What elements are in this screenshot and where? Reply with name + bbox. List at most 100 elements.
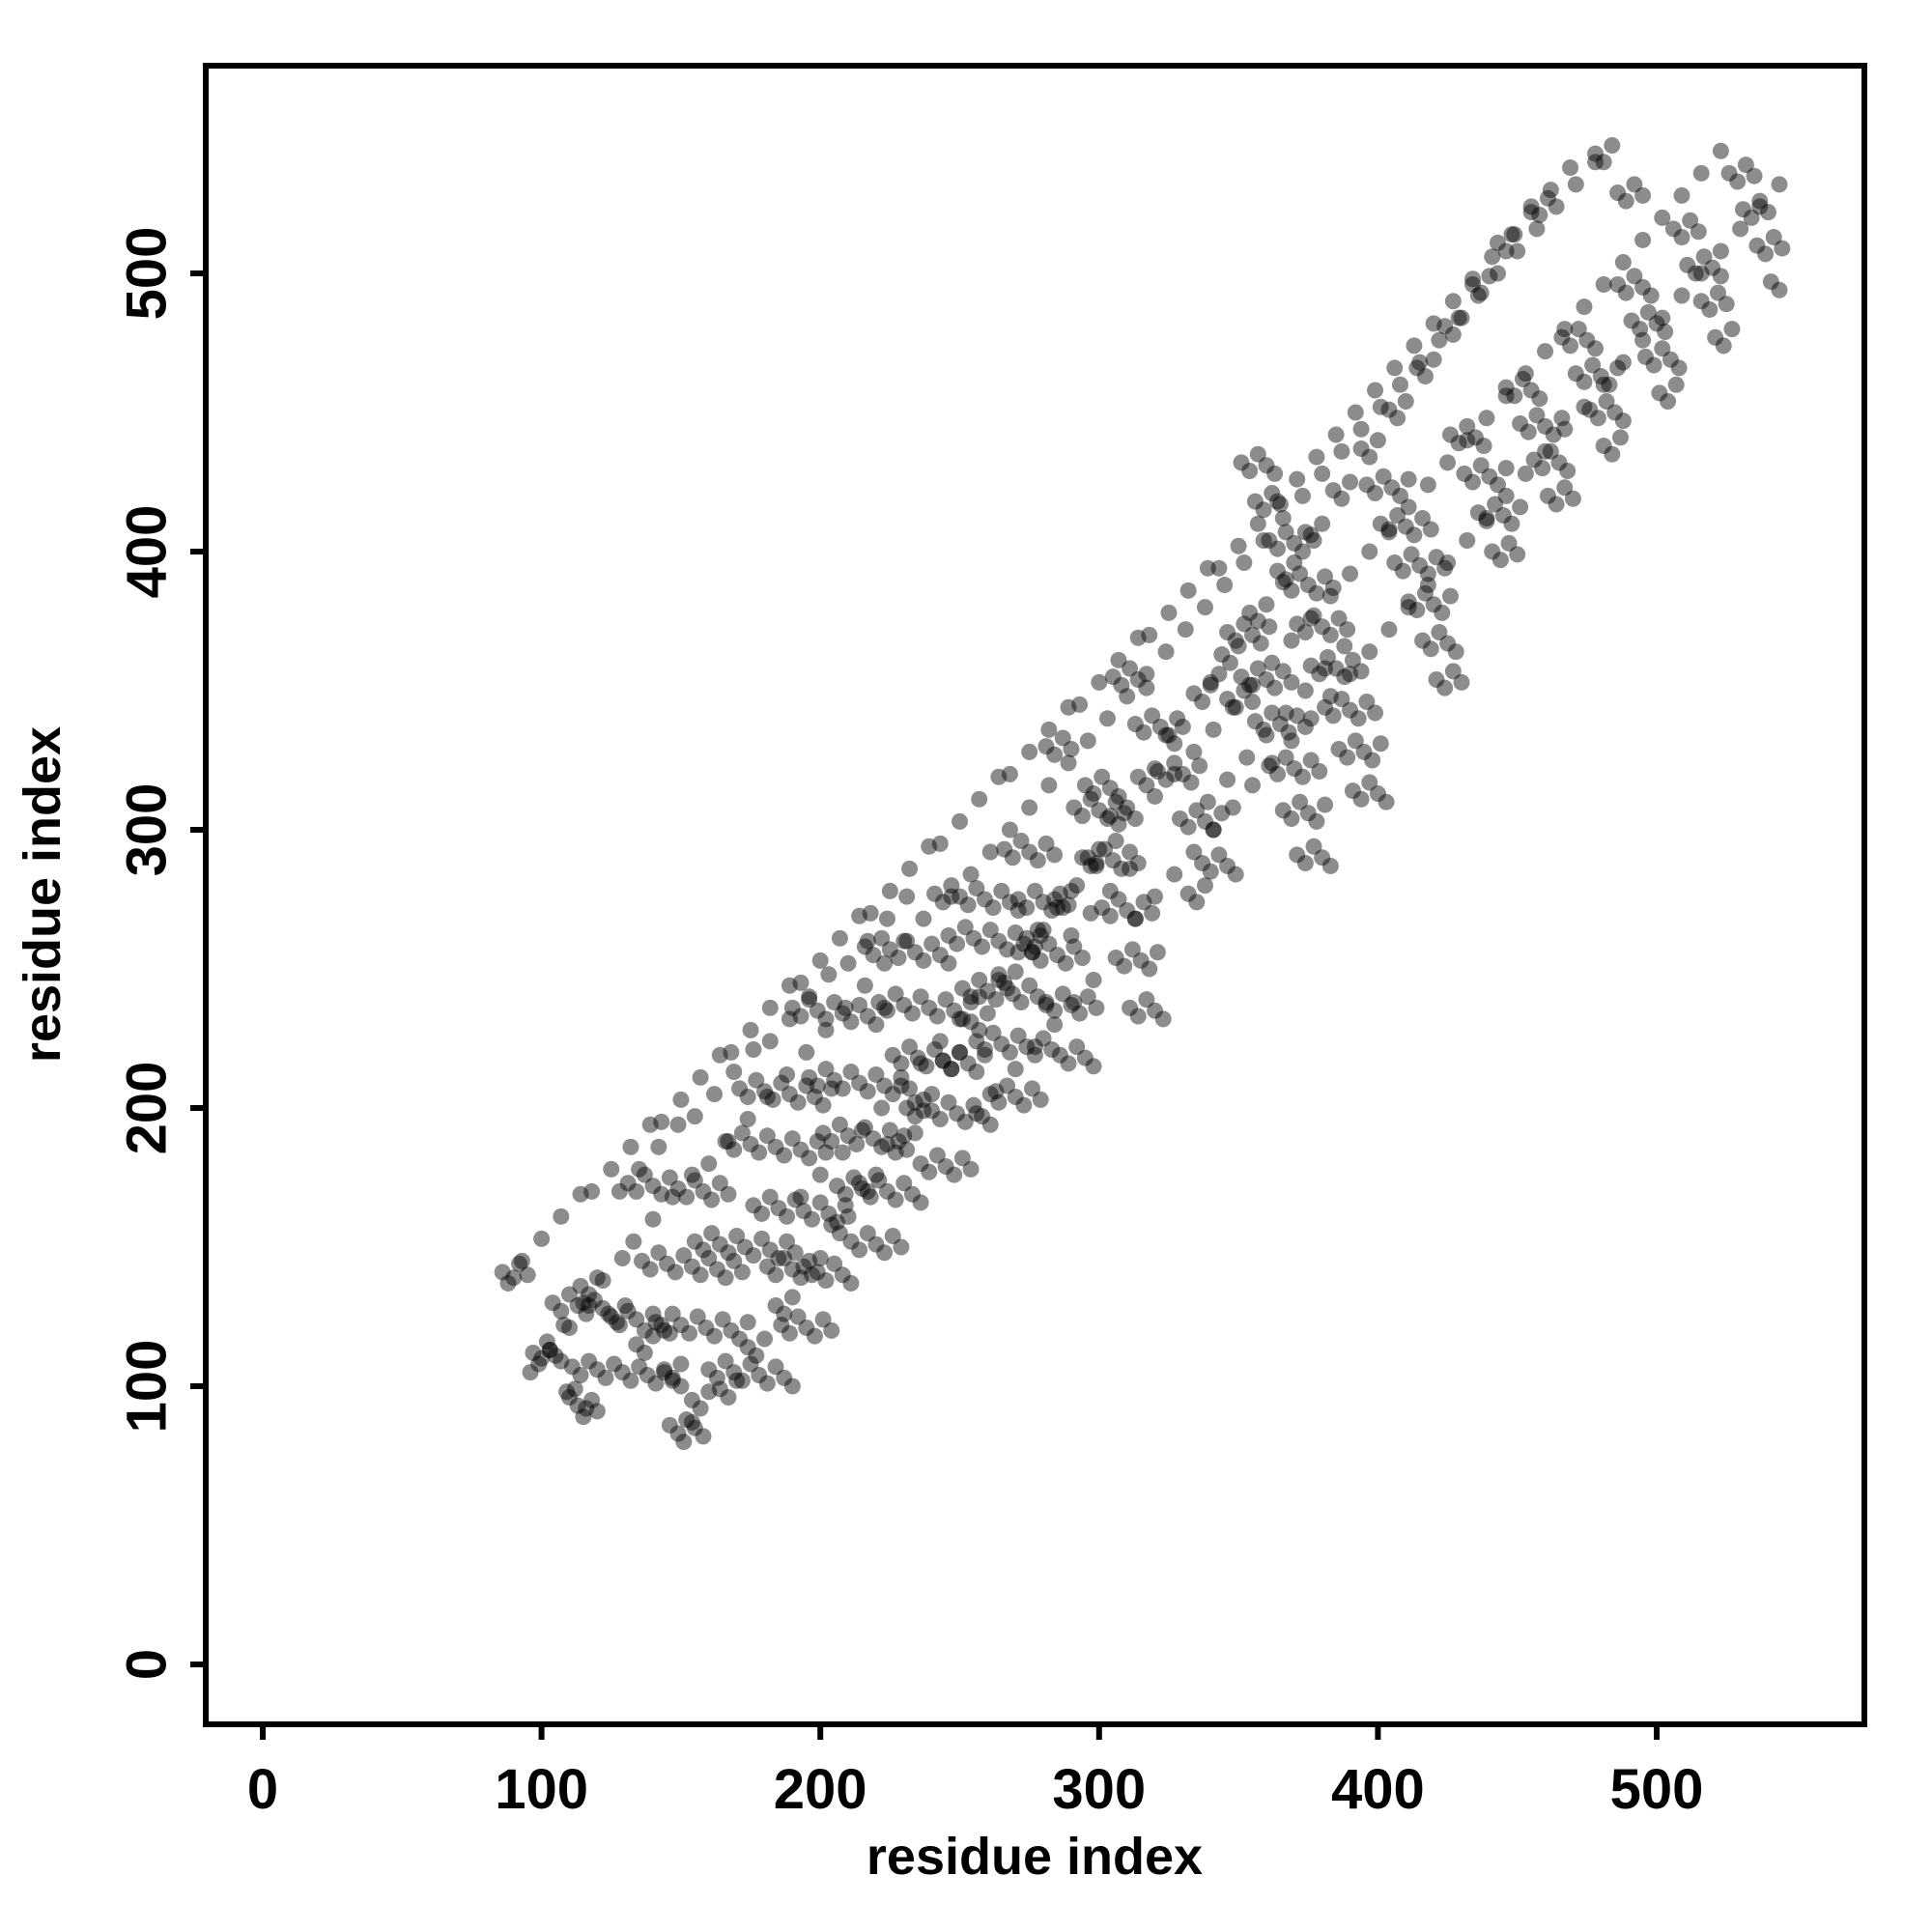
scatter-point [644,1178,662,1195]
scatter-point [1283,632,1300,649]
scatter-point [1342,666,1359,683]
scatter-point [1692,164,1710,182]
scatter-point [1604,137,1621,155]
scatter-point [1021,743,1038,760]
scatter-point [898,888,916,905]
scatter-point [1712,242,1729,260]
scatter-point [1305,838,1322,855]
scatter-point [962,1013,980,1031]
scatter-point [1472,457,1490,474]
scatter-point [1311,763,1328,781]
scatter-point [1634,231,1652,248]
scatter-point [1729,173,1747,190]
scatter-point [1035,894,1052,911]
scatter-point [834,1266,851,1284]
scatter-point [644,1305,662,1322]
scatter-point [711,1380,728,1398]
scatter-point [1664,220,1682,238]
scatter-point [1456,465,1473,482]
scatter-point [1539,189,1556,207]
scatter-point [755,1330,773,1348]
scatter-point [895,1127,913,1145]
scatter-point [675,1434,693,1451]
scatter-point [639,1366,656,1383]
scatter-point [1416,368,1434,385]
scatter-point [672,1091,690,1108]
scatter-point [1166,765,1183,782]
scatter-point [851,1074,868,1092]
scatter-point [859,1083,876,1100]
scatter-point [1537,343,1554,360]
scatter-point [1258,726,1275,744]
scatter-point [1416,584,1434,602]
scatter-point [600,1305,617,1322]
scatter-point [1542,182,1559,199]
scatter-point [881,941,898,958]
scatter-point [1378,793,1395,810]
scatter-point [1269,562,1286,580]
scatter-point [809,1077,826,1094]
scatter-point [1537,417,1554,435]
scatter-point [761,1033,779,1050]
scatter-point [692,1266,709,1284]
scatter-point [1534,460,1551,477]
scatter-point [1258,596,1275,613]
scatter-point [952,812,968,830]
scatter-point [748,1071,765,1089]
scatter-point [1230,537,1247,554]
scatter-point [1154,1010,1172,1028]
y-tick-label: 100 [116,1340,179,1434]
scatter-point [809,1133,826,1151]
scatter-point [1264,754,1281,772]
scatter-point [1478,410,1495,427]
scatter-point [1431,624,1448,641]
scatter-point [817,1021,835,1038]
scatter-point [856,938,873,955]
scatter-point [613,1250,631,1267]
scatter-point [789,1094,807,1111]
scatter-point [739,1111,756,1128]
scatter-point [1101,907,1119,924]
scatter-point [583,1391,601,1408]
scatter-point [745,1197,762,1214]
scatter-point [1147,787,1164,805]
scatter-point [1321,587,1339,605]
scatter-point [809,1264,826,1281]
scatter-point [1611,429,1629,446]
scatter-point [708,1261,725,1278]
scatter-point [1439,554,1457,572]
scatter-point [952,1010,968,1028]
scatter-point [1255,721,1272,738]
scatter-point [1277,524,1294,541]
scatter-point [1324,579,1342,596]
y-tick-label: 300 [116,783,179,877]
scatter-point [675,1247,693,1264]
scatter-point [1406,337,1423,355]
scatter-point [717,1133,734,1151]
scatter-point [962,1160,980,1178]
scatter-point [1046,846,1064,864]
scatter-point [962,988,980,1006]
scatter-point [1305,531,1322,549]
scatter-point [1213,805,1231,822]
scatter-point [541,1342,558,1359]
scatter-point [1411,556,1429,574]
scatter-point [1147,760,1164,778]
scatter-point [931,835,949,852]
scatter-point [952,888,968,905]
scatter-point [553,1302,570,1320]
scatter-point [934,1052,952,1069]
scatter-point [1481,268,1498,285]
scatter-point [656,1361,673,1378]
scatter-point [1380,401,1398,418]
scatter-point [560,1286,578,1303]
scatter-point [1330,610,1348,627]
scatter-point [1196,599,1213,616]
scatter-point [976,1041,993,1059]
scatter-point [1375,468,1392,485]
scatter-point [1021,843,1038,861]
scatter-point [686,1172,703,1189]
scatter-point [859,1225,876,1242]
scatter-points-layer [494,137,1791,1451]
scatter-point [731,1330,749,1348]
